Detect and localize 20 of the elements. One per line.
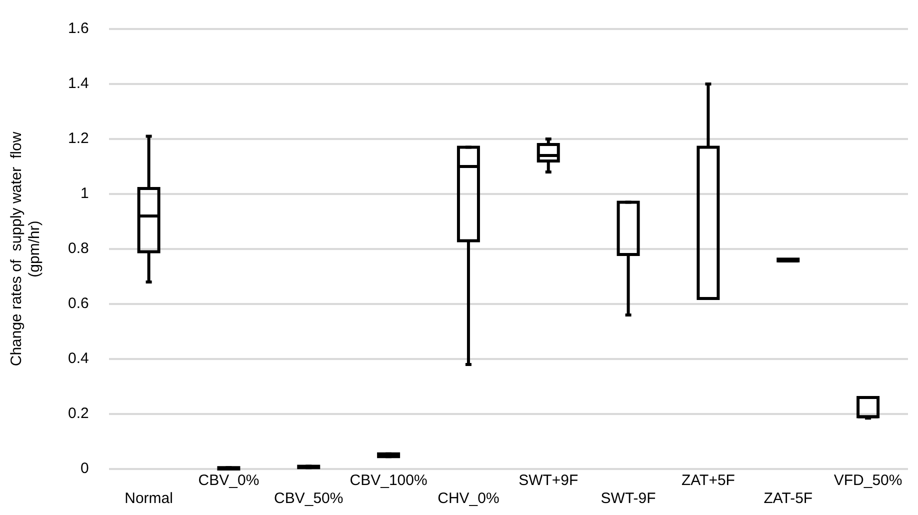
x-tick-label: SWT-9F [600,490,656,508]
x-tick-label: SWT+9F [518,472,578,490]
x-tick-label: Normal [124,490,173,508]
y-axis-title: Change rates of supply water flow (gpm/hr) [8,132,44,366]
y-tick-label: 1.2 [68,130,89,148]
x-tick-label: CBV_100% [350,472,428,490]
y-tick-label: 1.6 [68,20,89,38]
x-tick-label: VFD_50% [834,472,902,490]
y-tick-label: 0.2 [68,405,89,422]
y-tick-label: 1 [80,185,89,202]
y-tick-label: 0.8 [68,240,89,258]
y-tick-label: 0.6 [68,295,89,312]
y-tick-label: 0 [80,460,89,478]
x-tick-label: CHV_0% [438,490,500,508]
x-tick-label: CBV_0% [198,472,260,490]
x-tick-label: CBV_50% [274,490,344,508]
x-tick-label: ZAT+5F [681,472,735,490]
x-tick-label: ZAT-5F [764,490,813,508]
y-tick-label: 1.4 [68,75,89,92]
y-tick-label: 0.4 [68,350,89,368]
